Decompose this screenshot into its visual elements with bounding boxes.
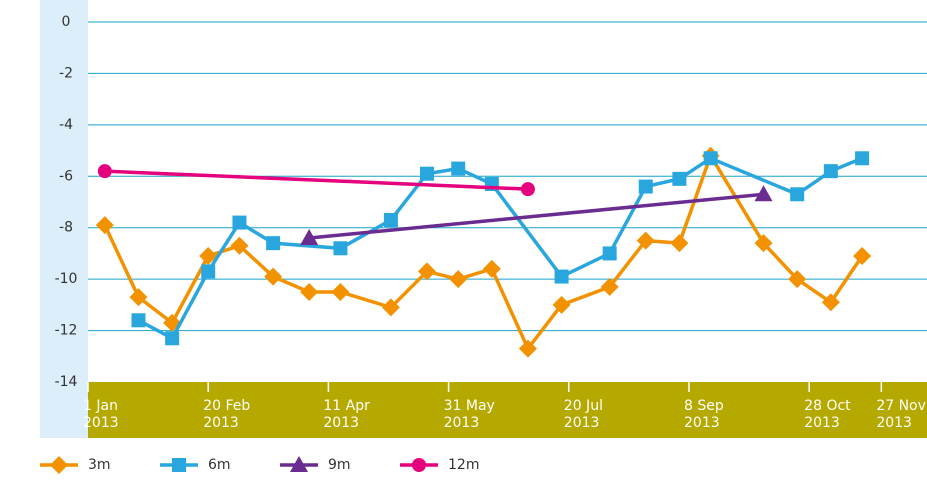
y-tick-label: -8 <box>59 220 73 236</box>
marker <box>823 164 838 179</box>
marker <box>300 229 319 245</box>
x-tick-label: 8 Sep 2013 <box>684 398 724 431</box>
legend-marker <box>172 458 186 472</box>
marker <box>230 236 249 255</box>
legend-label: 6m <box>208 457 231 473</box>
series-line <box>137 156 863 341</box>
legend-label: 9m <box>328 457 351 473</box>
y-tick-label: -6 <box>59 168 73 184</box>
marker <box>602 246 617 261</box>
x-tick-label: 11 Apr 2013 <box>323 398 370 431</box>
marker <box>552 295 571 314</box>
marker <box>199 247 218 265</box>
legend-marker <box>50 456 68 474</box>
marker <box>419 166 434 181</box>
marker <box>518 339 537 358</box>
marker <box>451 161 466 176</box>
legend-label: 12m <box>448 457 479 473</box>
x-tick-label: 28 Oct 2013 <box>804 398 851 431</box>
marker <box>264 267 283 286</box>
legend-marker <box>412 458 426 472</box>
x-axis-band <box>88 382 927 438</box>
marker <box>821 293 840 312</box>
y-tick-label: -10 <box>55 271 78 287</box>
series-line <box>104 169 529 191</box>
marker <box>266 236 281 251</box>
marker <box>788 270 807 289</box>
marker <box>520 182 535 197</box>
x-tick-label: 27 Nov 2013 <box>876 398 926 431</box>
marker <box>638 179 653 194</box>
marker <box>636 231 655 250</box>
y-tick-label: -2 <box>59 65 73 81</box>
marker <box>754 185 773 202</box>
axis-strip <box>40 0 88 438</box>
marker <box>129 288 148 307</box>
marker <box>300 283 319 301</box>
marker <box>232 215 247 230</box>
x-tick-label: 31 May 2013 <box>443 398 495 431</box>
marker <box>381 298 400 317</box>
x-tick-label: 20 Jul 2013 <box>563 398 603 431</box>
marker <box>449 270 468 289</box>
marker <box>331 283 350 301</box>
y-tick-label: -14 <box>55 374 78 390</box>
marker <box>855 151 870 166</box>
marker <box>670 234 689 253</box>
marker <box>853 247 872 265</box>
y-tick-label: 0 <box>62 14 71 30</box>
marker <box>554 269 569 284</box>
marker <box>383 213 398 227</box>
marker <box>754 234 773 253</box>
marker <box>333 241 348 256</box>
marker <box>95 216 114 235</box>
marker <box>790 187 805 202</box>
x-tick-label: 1 Jan 2013 <box>83 398 119 431</box>
marker <box>417 262 436 281</box>
marker <box>482 259 501 278</box>
marker <box>201 264 216 279</box>
marker <box>165 331 180 346</box>
series-line <box>309 192 764 240</box>
legend-marker <box>290 456 308 472</box>
series-line <box>103 151 864 352</box>
marker <box>131 313 146 328</box>
marker <box>600 277 619 296</box>
y-tick-label: -12 <box>55 323 78 339</box>
marker <box>672 171 687 186</box>
y-tick-label: -4 <box>59 117 73 133</box>
x-tick-label: 20 Feb 2013 <box>203 398 251 431</box>
marker <box>97 164 112 179</box>
marker <box>703 151 718 166</box>
legend-label: 3m <box>88 457 111 473</box>
